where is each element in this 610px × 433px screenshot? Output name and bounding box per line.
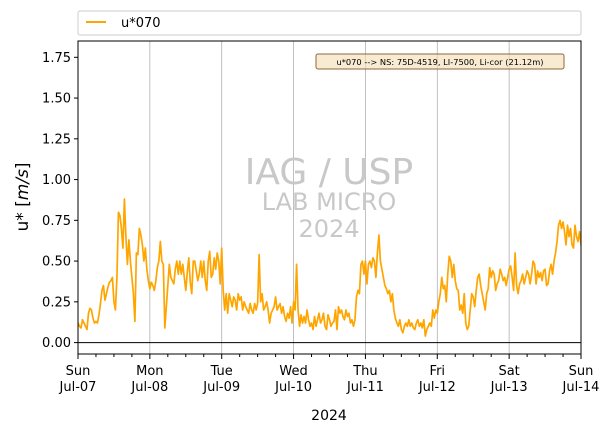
- annotation: u*070 --> NS: 75D-4519, LI-7500, Li-cor …: [316, 54, 564, 69]
- y-axis-title-main: u* [: [13, 200, 33, 231]
- y-tick-label: 0.25: [42, 295, 71, 310]
- x-axis-title: 2024: [311, 408, 347, 424]
- y-tick-label: 1.25: [42, 132, 71, 147]
- x-tick-label-day: Sun: [569, 364, 594, 379]
- x-tick-label-date: Jul-10: [274, 380, 312, 395]
- x-tick-label-date: Jul-09: [202, 380, 240, 395]
- x-tick-label-day: Tue: [210, 364, 233, 379]
- x-tick-label-date: Jul-08: [130, 380, 168, 395]
- x-tick-label-day: Thu: [352, 364, 377, 379]
- y-tick-label: 0.75: [42, 214, 71, 229]
- legend-label-u070: u*070: [121, 16, 161, 31]
- annotation-text: u*070 --> NS: 75D-4519, LI-7500, Li-cor …: [336, 57, 543, 67]
- watermark: IAG / USP LAB MICRO 2024: [245, 152, 413, 243]
- x-tick-label-day: Sun: [66, 364, 91, 379]
- x-tick-label-date: Jul-14: [562, 380, 600, 395]
- x-tick-label-day: Fri: [430, 364, 446, 379]
- y-axis: 0.00 0.25 0.50 0.75 1.00 1.25 1.50 1.75: [42, 51, 78, 351]
- y-axis-title-close: ]: [13, 162, 33, 169]
- x-tick-label-date: Jul-07: [59, 380, 97, 395]
- x-tick-label-date: Jul-13: [490, 380, 528, 395]
- y-tick-label: 1.75: [42, 51, 71, 66]
- x-tick-label-day: Wed: [279, 364, 307, 379]
- y-axis-title-unit: m/s: [13, 169, 33, 200]
- y-tick-label: 1.50: [42, 92, 71, 107]
- y-tick-label: 0.50: [42, 255, 71, 270]
- x-tick-label-day: Sat: [498, 364, 519, 379]
- y-axis-title: u* [m/s]: [13, 162, 33, 231]
- legend: u*070: [78, 11, 581, 35]
- x-tick-label-date: Jul-11: [346, 380, 384, 395]
- watermark-line-2: LAB MICRO: [262, 188, 397, 216]
- watermark-line-1: IAG / USP: [245, 152, 413, 193]
- y-tick-label: 0.00: [42, 336, 71, 351]
- x-axis: SunJul-07MonJul-08TueJul-09WedJul-10ThuJ…: [59, 354, 600, 395]
- y-tick-label: 1.00: [42, 173, 71, 188]
- x-tick-label-day: Mon: [136, 364, 163, 379]
- x-tick-label-date: Jul-12: [418, 380, 456, 395]
- watermark-line-3: 2024: [298, 215, 359, 243]
